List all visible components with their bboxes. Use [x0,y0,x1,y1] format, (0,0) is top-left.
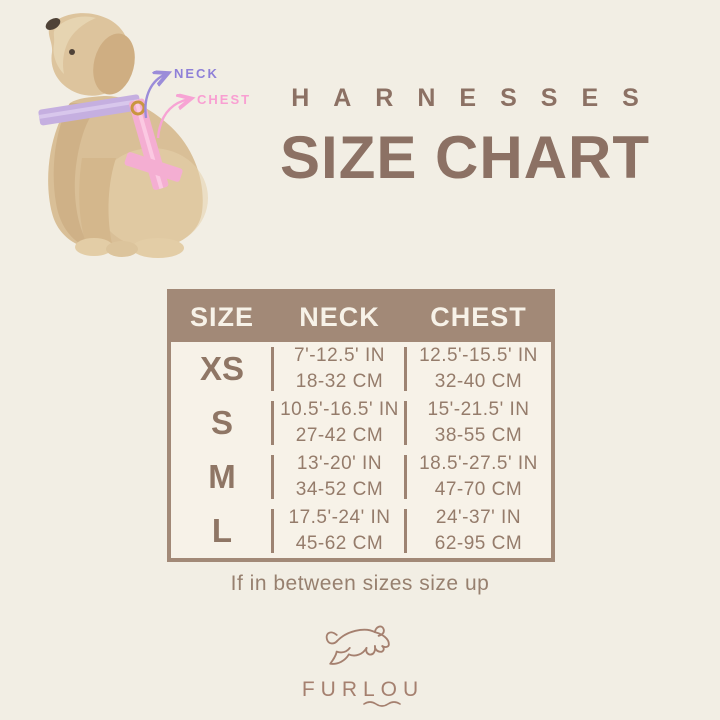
chest-measurement: 15'-21.5' IN 38-55 CM [404,396,551,450]
neck-measurement: 10.5'-16.5' IN 27-42 CM [271,396,406,450]
neck-annotation-label: NECK [174,66,219,81]
size-label: S [210,404,233,441]
table-row-l: L 17.5'-24' IN 45-62 CM 24'-37' IN 62-95… [171,504,551,558]
column-header-size: SIZE [189,302,254,332]
brand-logo: FURLOU [0,620,720,708]
table-row-m: M 13'-20' IN 34-52 CM 18.5'-27.5' IN 47-… [171,450,551,504]
size-label: L [211,512,233,549]
neck-strap [38,94,141,126]
sizing-note: If in between sizes size up [230,572,490,595]
size-table: SIZE NECK CHEST XS 7'-12.5' IN 18-32 CM … [167,289,555,562]
chest-measurement: 18.5'-27.5' IN 47-70 CM [404,450,551,504]
column-header-neck: NECK [299,302,380,332]
size-label: XS [199,350,245,387]
harness-ring [130,100,146,116]
chest-measurement: 12.5'-15.5' IN 32-40 CM [404,342,551,396]
table-row-xs: XS 7'-12.5' IN 18-32 CM 12.5'-15.5' IN 3… [171,342,551,396]
hero-section: NECK CHEST HARNESSES SIZE CHART [0,0,720,270]
brand-name: FURLOU [301,678,425,701]
size-label: M [208,458,236,495]
kicker-title: HARNESSES [291,84,663,112]
title-block: HARNESSES SIZE CHART [235,84,695,192]
neck-measurement: 7'-12.5' IN 18-32 CM [271,342,406,396]
dog-photo [38,13,208,258]
size-table-body: XS 7'-12.5' IN 18-32 CM 12.5'-15.5' IN 3… [171,342,551,558]
brand-wave-flourish [363,701,401,707]
page-title: SIZE CHART [280,124,650,191]
neck-measurement: 13'-20' IN 34-52 CM [271,450,406,504]
neck-measurement: 17.5'-24' IN 45-62 CM [271,504,406,558]
size-table-header: SIZE NECK CHEST [171,293,551,342]
chest-annotation-label: CHEST [197,92,252,107]
column-header-chest: CHEST [430,302,527,332]
table-row-s: S 10.5'-16.5' IN 27-42 CM 15'-21.5' IN 3… [171,396,551,450]
chest-measurement: 24'-37' IN 62-95 CM [404,504,551,558]
leaping-dog-icon [325,625,390,665]
